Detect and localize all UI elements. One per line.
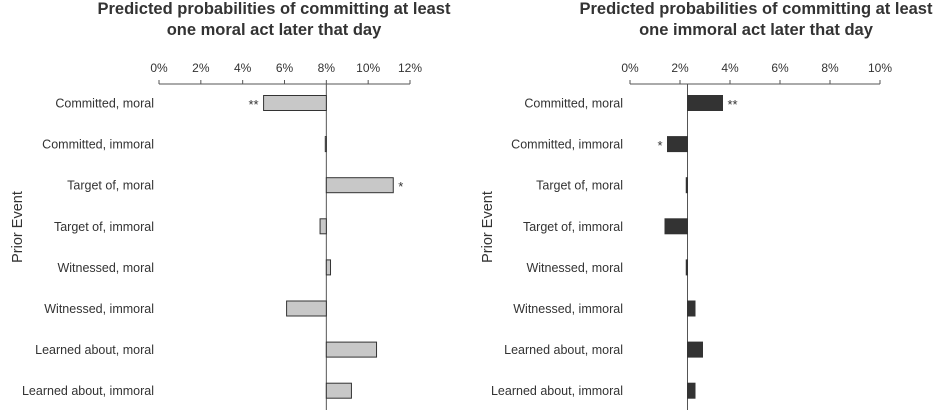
- category-label: Committed, moral: [524, 97, 623, 111]
- chart-title-line: one immoral act later that day: [639, 21, 874, 39]
- bar: [324, 136, 327, 153]
- y-axis-label: Prior Event: [480, 191, 496, 263]
- significance-marker: **: [248, 97, 258, 112]
- bar: [687, 95, 723, 111]
- category-label: Committed, immoral: [511, 138, 623, 152]
- x-tick-label: 10%: [356, 61, 380, 75]
- category-label: Learned about, moral: [504, 343, 623, 357]
- bar: [687, 382, 696, 399]
- bar: [687, 341, 703, 358]
- category-label: Witnessed, moral: [57, 261, 154, 275]
- x-tick-label: 2%: [192, 61, 210, 75]
- category-label: Target of, immoral: [54, 220, 154, 234]
- chart-title-line: Predicted probabilities of committing at…: [580, 0, 933, 18]
- category-label: Learned about, immoral: [491, 384, 623, 398]
- significance-marker: **: [728, 97, 738, 112]
- significance-marker: *: [398, 179, 403, 194]
- bar: [687, 300, 696, 317]
- category-label: Committed, immoral: [42, 138, 154, 152]
- category-label: Target of, moral: [536, 179, 623, 193]
- x-tick-label: 6%: [771, 61, 789, 75]
- x-tick-label: 8%: [318, 61, 336, 75]
- bar: [685, 177, 688, 194]
- bar: [325, 341, 378, 358]
- x-tick-label: 8%: [821, 61, 839, 75]
- category-label: Committed, moral: [55, 97, 154, 111]
- bar: [667, 136, 688, 153]
- category-label: Learned about, immoral: [22, 384, 154, 398]
- bar: [664, 218, 688, 235]
- x-tick-label: 12%: [398, 61, 422, 75]
- bar: [685, 259, 688, 276]
- x-tick-label: 4%: [721, 61, 739, 75]
- x-tick-label: 2%: [671, 61, 689, 75]
- bar: [286, 300, 327, 317]
- chart-panel-1: Predicted probabilities of committing at…: [10, 0, 451, 410]
- bar: [325, 177, 394, 194]
- x-tick-label: 0%: [621, 61, 639, 75]
- chart-title-line: one moral act later that day: [167, 21, 382, 39]
- bar: [325, 259, 332, 276]
- category-label: Witnessed, immoral: [44, 302, 154, 316]
- x-tick-label: 0%: [150, 61, 168, 75]
- x-tick-label: 6%: [276, 61, 294, 75]
- significance-marker: *: [657, 138, 662, 153]
- category-label: Learned about, moral: [35, 343, 154, 357]
- bar: [263, 95, 327, 111]
- chart-panel-2: Predicted probabilities of committing at…: [480, 0, 933, 410]
- category-label: Target of, immoral: [523, 220, 623, 234]
- bar: [319, 218, 327, 235]
- category-label: Target of, moral: [67, 179, 154, 193]
- bar: [325, 382, 352, 399]
- x-tick-label: 10%: [868, 61, 892, 75]
- y-axis-label: Prior Event: [10, 191, 26, 263]
- category-label: Witnessed, immoral: [513, 302, 623, 316]
- category-label: Witnessed, moral: [526, 261, 623, 275]
- x-tick-label: 4%: [234, 61, 252, 75]
- chart-title-line: Predicted probabilities of committing at…: [98, 0, 451, 18]
